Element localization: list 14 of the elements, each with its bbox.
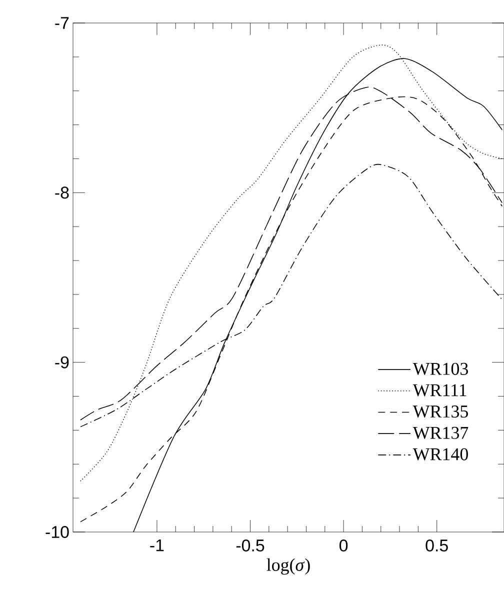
legend-label: WR103 xyxy=(412,362,468,376)
x-tick-label: 0.5 xyxy=(426,540,448,552)
y-tick-label: -8 xyxy=(55,186,69,199)
x-axis-title: log(σ) xyxy=(266,558,310,575)
y-tick-label: -9 xyxy=(55,356,69,368)
x-tick-label: -1 xyxy=(150,540,164,552)
y-tick-label: -7 xyxy=(55,17,69,29)
legend-label: WR137 xyxy=(412,426,468,440)
x-tick-label: 0 xyxy=(339,540,348,552)
legend-label: WR140 xyxy=(412,448,468,460)
legend-label: WR111 xyxy=(412,384,466,396)
x-tick-label: -0.5 xyxy=(236,540,264,552)
legend-label: WR135 xyxy=(412,406,468,418)
y-tick-label: -10 xyxy=(46,526,69,538)
